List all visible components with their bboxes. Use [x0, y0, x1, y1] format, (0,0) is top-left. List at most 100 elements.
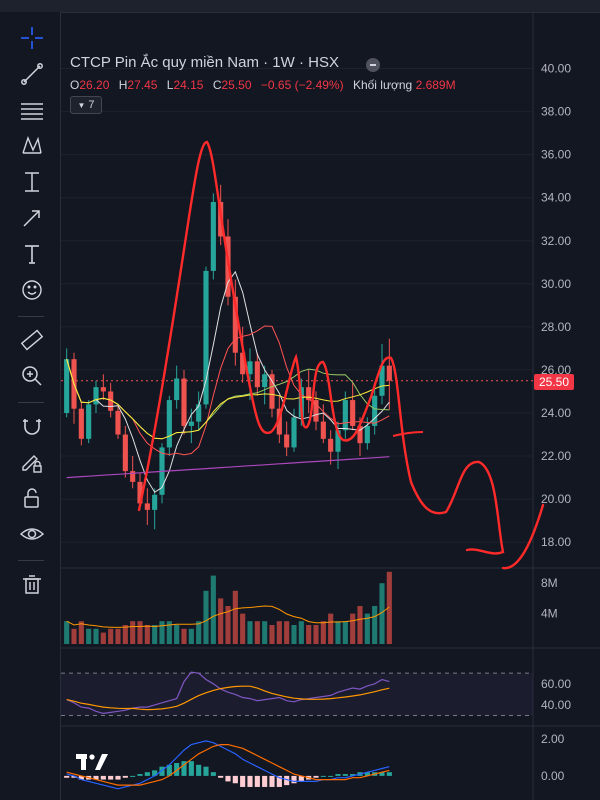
candle-body [152, 494, 158, 510]
emoji-icon[interactable] [16, 276, 48, 304]
macd-histogram-bar [247, 775, 253, 787]
rsi-tick-label: 60.00 [541, 677, 571, 691]
volume-bar [379, 583, 385, 644]
pattern-icon[interactable] [16, 132, 48, 160]
macd-tick-label: 0.00 [541, 769, 565, 783]
candle-body [166, 400, 172, 448]
magnet-icon[interactable] [16, 412, 48, 440]
change-value: −0.65 (−2.49%) [260, 78, 344, 92]
macd-histogram-bar [130, 775, 136, 777]
volume-bar [254, 621, 260, 644]
crosshair-icon[interactable] [16, 24, 48, 52]
macd-histogram-bar [379, 772, 385, 776]
macd-histogram-bar [284, 775, 290, 786]
candle-body [364, 425, 370, 444]
macd-histogram-bar [254, 775, 260, 787]
macd-histogram-bar [269, 775, 275, 787]
last-price-tag: 25.50 [534, 374, 574, 390]
macd-histogram-bar [174, 763, 180, 776]
tradingview-logo[interactable] [75, 752, 109, 772]
candle-body [254, 361, 260, 388]
macd-histogram-bar [93, 775, 99, 780]
macd-signal-line [66, 744, 390, 786]
chart-title[interactable]: CTCP Pin Ắc quy miền Nam · 1W · HSX [70, 54, 339, 71]
volume-tick-label: 4M [541, 607, 558, 621]
price-tick-label: 38.00 [541, 105, 571, 119]
macd-histogram-bar [350, 774, 356, 776]
moving-average-line [66, 325, 390, 456]
price-tick-label: 30.00 [541, 277, 571, 291]
candle-body [78, 408, 84, 439]
price-tick-label: 20.00 [541, 492, 571, 506]
chart-area[interactable]: 40.00 38.00 36.00 34.00 32.00 30.00 28.00 26.00… [61, 12, 600, 800]
volume-bar [247, 621, 253, 644]
hand-drawn-annotation [137, 140, 505, 555]
unlock-icon[interactable] [16, 484, 48, 512]
indicators-toggle[interactable]: ▼ 7 [70, 96, 102, 114]
volume-bar [313, 625, 319, 644]
volume-bar [144, 625, 150, 644]
open-value: 26.20 [79, 78, 110, 92]
zoom-in-icon[interactable] [16, 362, 48, 390]
text-icon[interactable] [16, 240, 48, 268]
candle-body [350, 400, 356, 426]
volume-bar [137, 621, 143, 644]
macd-histogram-bar [159, 766, 165, 776]
indicators-count: 7 [88, 99, 95, 111]
eye-icon[interactable] [16, 520, 48, 548]
macd-histogram-bar [181, 761, 187, 776]
candle-body [357, 425, 363, 444]
collapse-legend-icon[interactable] [366, 58, 380, 72]
chart-canvas[interactable]: 40.00 38.00 36.00 34.00 32.00 30.00 28.00 26.00… [61, 12, 600, 800]
candle-body [64, 359, 70, 413]
macd-histogram-bar [78, 775, 84, 780]
macd-histogram-bar [240, 775, 246, 787]
volume-bar [269, 625, 275, 644]
volume-bar [166, 621, 172, 644]
volume-ma-line [66, 605, 390, 628]
candle-body [122, 434, 128, 472]
horizontal-lines-icon[interactable] [16, 96, 48, 124]
volume-bar [78, 621, 84, 644]
volume-value: 2.689M [415, 78, 456, 92]
volume-bar [122, 625, 128, 644]
volume-bar [225, 606, 231, 644]
volume-bar [276, 621, 282, 644]
volume-bar [291, 625, 297, 644]
macd-histogram-bar [328, 775, 334, 777]
volume-bar [232, 590, 238, 644]
macd-histogram-bar [386, 772, 392, 776]
candle-body [188, 421, 194, 426]
top-bar [0, 0, 600, 13]
macd-histogram-bar [100, 775, 106, 780]
macd-histogram-bar [291, 775, 297, 784]
ruler-icon[interactable] [16, 326, 48, 354]
volume-bar [298, 621, 304, 644]
macd-histogram-bar [364, 772, 370, 776]
volume-bar [174, 625, 180, 644]
volume-bar [218, 598, 224, 644]
volume-bar [130, 621, 136, 644]
measure-icon[interactable] [16, 168, 48, 196]
macd-histogram-bar [196, 764, 202, 776]
ohlc-readout: O26.20 H27.45 L24.15 C25.50 −0.65 (−2.49… [70, 78, 456, 92]
price-tick-label: 18.00 [541, 535, 571, 549]
macd-histogram-bar [166, 764, 172, 776]
candle-body [181, 378, 187, 426]
macd-histogram-bar [232, 775, 238, 784]
trend-line-icon[interactable] [16, 60, 48, 88]
volume-bar [372, 606, 378, 644]
lock-pencil-icon[interactable] [16, 448, 48, 476]
volume-bar [181, 628, 187, 644]
rsi-ma-line [66, 685, 390, 711]
volume-bar [335, 621, 341, 644]
macd-histogram-bar [320, 775, 326, 777]
volume-bar [188, 628, 194, 644]
candle-body [240, 352, 246, 375]
volume-bar [284, 621, 290, 644]
trash-icon[interactable] [16, 570, 48, 598]
candle-body [342, 400, 348, 431]
macd-histogram-bar [313, 775, 319, 778]
hand-drawn-annotation [392, 431, 424, 437]
arrow-icon[interactable] [16, 204, 48, 232]
